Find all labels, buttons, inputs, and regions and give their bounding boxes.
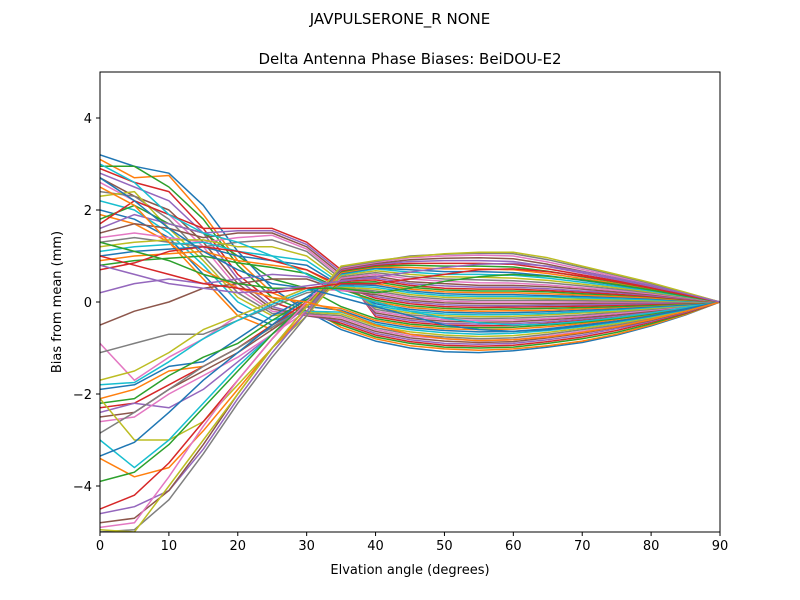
series-line-38 xyxy=(100,271,720,434)
x-tick-label: 0 xyxy=(96,539,104,554)
x-tick-label: 20 xyxy=(230,539,247,554)
y-tick-label: 0 xyxy=(84,296,92,311)
series-line-36 xyxy=(100,275,720,418)
series-line-31 xyxy=(100,283,720,391)
x-tick-label: 10 xyxy=(161,539,178,554)
x-axis: 0 10 20 30 40 50 60 70 80 90 xyxy=(96,532,728,554)
y-tick-label: −4 xyxy=(73,480,92,495)
x-tick-label: 60 xyxy=(505,539,522,554)
series-line-48 xyxy=(100,252,720,532)
x-tick-label: 30 xyxy=(298,539,315,554)
series-line-28 xyxy=(100,287,720,354)
series-line-44 xyxy=(100,262,720,510)
series-layer xyxy=(100,154,720,532)
x-tick-label: 80 xyxy=(643,539,660,554)
series-line-1 xyxy=(100,154,720,354)
y-tick-label: −2 xyxy=(73,388,92,403)
series-line-33 xyxy=(100,281,720,404)
series-line-53 xyxy=(100,241,720,303)
series-line-3 xyxy=(100,165,720,349)
series-line-54 xyxy=(100,255,720,303)
series-line-9 xyxy=(100,190,720,338)
series-line-10 xyxy=(100,200,720,335)
series-line-45 xyxy=(100,259,720,515)
series-line-47 xyxy=(100,254,720,529)
x-axis-label: Elvation angle (degrees) xyxy=(330,563,489,578)
y-axis-label: Bias from mean (mm) xyxy=(50,231,65,373)
series-line-16 xyxy=(100,223,720,323)
chart-title: Delta Antenna Phase Biases: BeiDOU-E2 xyxy=(259,50,562,68)
series-line-19 xyxy=(100,239,720,318)
x-tick-label: 50 xyxy=(436,539,453,554)
series-line-29 xyxy=(100,286,720,381)
series-line-51 xyxy=(100,177,720,333)
series-line-52 xyxy=(100,186,720,342)
series-line-50 xyxy=(100,163,720,326)
series-line-49 xyxy=(100,251,720,532)
y-tick-label: 4 xyxy=(84,112,92,127)
figure-suptitle: JAVPULSERONE_R NONE xyxy=(309,10,490,29)
series-line-30 xyxy=(100,285,720,386)
series-line-24 xyxy=(100,246,720,309)
y-axis: −4 −2 0 2 4 xyxy=(73,112,100,495)
series-line-42 xyxy=(100,266,720,478)
series-line-12 xyxy=(100,213,720,331)
series-line-35 xyxy=(100,277,720,414)
series-line-55 xyxy=(100,262,720,303)
series-line-2 xyxy=(100,158,720,352)
x-tick-label: 90 xyxy=(712,539,729,554)
x-tick-label: 70 xyxy=(574,539,591,554)
x-tick-label: 40 xyxy=(367,539,384,554)
series-line-23 xyxy=(100,255,720,311)
y-tick-label: 2 xyxy=(84,204,92,219)
